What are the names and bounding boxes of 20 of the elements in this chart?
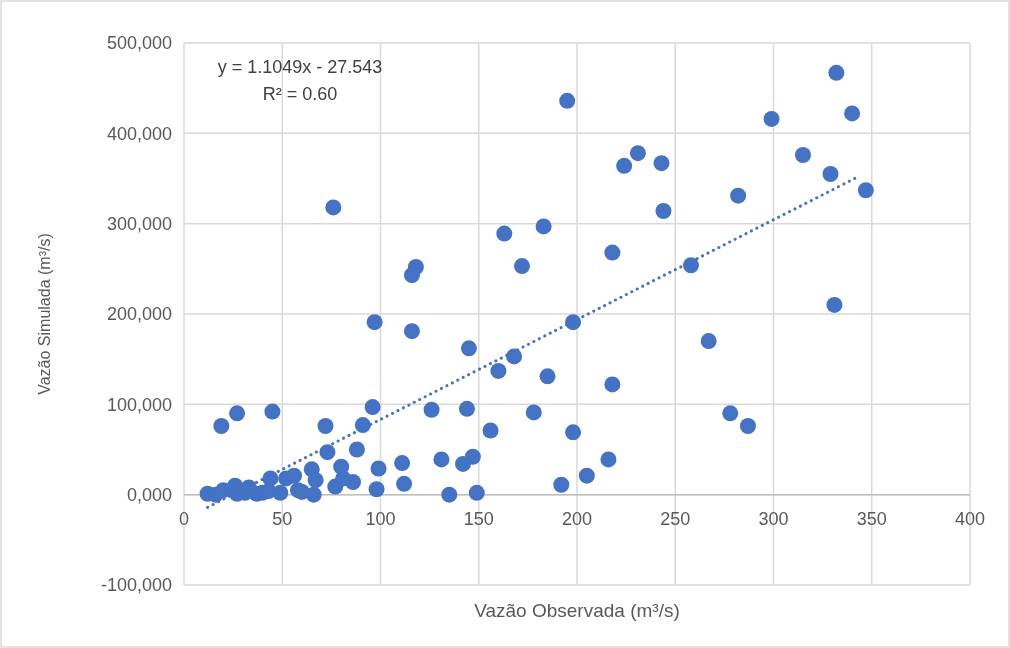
y-tick-label: 400,000 <box>106 123 172 144</box>
y-tick-label: -100,000 <box>100 575 172 596</box>
x-tick-label: 50 <box>272 508 293 529</box>
x-tick-label: 300 <box>758 508 789 529</box>
y-tick-label: 0,000 <box>126 484 172 505</box>
x-tick-label: 350 <box>856 508 887 529</box>
y-tick-label: 100,000 <box>106 394 172 415</box>
y-axis-title: Vazão Simulada (m³/s) <box>36 233 53 395</box>
x-tick-label: 250 <box>660 508 691 529</box>
x-axis-title: Vazão Observada (m³/s) <box>474 600 680 621</box>
y-tick-label: 300,000 <box>106 213 172 234</box>
x-tick-label: 200 <box>561 508 593 529</box>
x-tick-label: 400 <box>954 508 986 529</box>
annotation: y = 1.1049x - 27.543 <box>217 57 383 77</box>
x-tick-label: 150 <box>463 508 494 529</box>
x-tick-label: 0 <box>178 508 190 529</box>
x-tick-label: 100 <box>365 508 396 529</box>
annotation: R² = 0.60 <box>262 84 338 104</box>
y-tick-label: 200,000 <box>106 304 172 325</box>
y-tick-label: 500,000 <box>106 33 172 54</box>
